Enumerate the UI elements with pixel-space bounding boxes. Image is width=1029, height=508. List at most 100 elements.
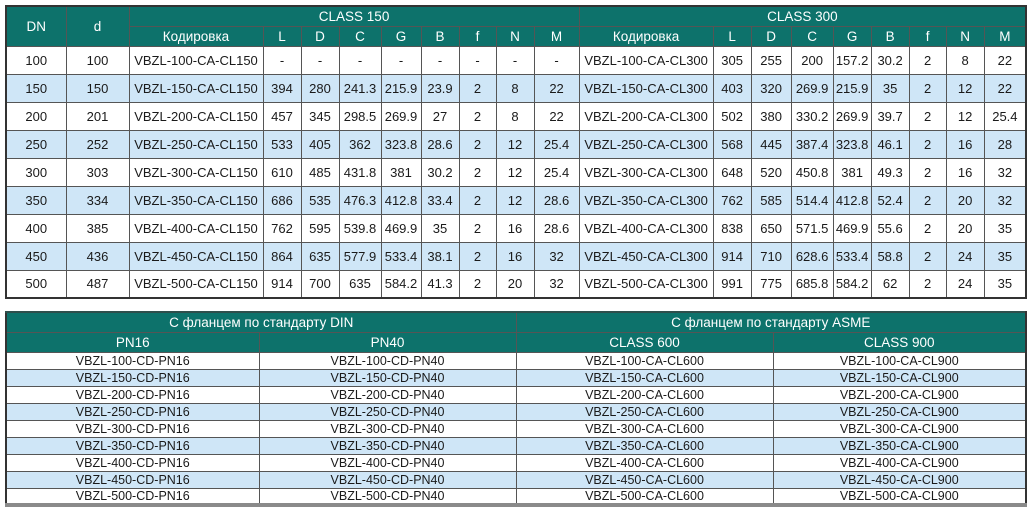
dn-cell: 450 [5,241,67,271]
dim-cell: 686 [262,185,302,215]
dim-cell: 20 [945,185,985,215]
col-header-G-300: G [832,25,872,47]
dim-cell: 2 [458,157,497,187]
code-cell: VBZL-300-CA-CL600 [515,419,774,438]
table-row: 100 100 VBZL-100-CA-CL150- - - - - - - - VBZL-100-… [5,45,1027,75]
col-header-class600: CLASS 600 [515,331,774,353]
code-cell: VBZL-100-CD-PN40 [258,351,517,370]
dim-cell: 32 [533,241,580,271]
dim-cell: 431.8 [338,157,382,187]
dim-cell: 49.3 [870,157,910,187]
dim-cell: 30.2 [420,157,460,187]
code-cell: VBZL-150-CA-CL600 [515,368,774,387]
dim-cell: 838 [712,213,752,243]
table-row: 300 303 VBZL-300-CA-CL150 610 485 431.8 381 30.… [5,157,1027,187]
code-cell: VBZL-150-CA-CL900 [772,368,1027,387]
col-header-L-150: L [262,25,302,47]
dim-cell: 28 [983,129,1027,159]
dim-cell: 991 [712,269,752,299]
col-header-D-150: D [300,25,340,47]
code-cell: VBZL-250-CA-CL150 [128,129,264,159]
dim-cell: 35 [870,73,910,103]
dim-cell: 539.8 [338,213,382,243]
dim-cell: 762 [262,213,302,243]
code-cell: VBZL-300-CA-CL300 [578,157,714,187]
dim-cell: 2 [908,101,947,131]
code-cell: VBZL-350-CA-CL900 [772,436,1027,455]
code-cell: VBZL-450-CA-CL900 [772,470,1027,489]
dim-cell: 24 [945,269,985,299]
d-cell: 150 [65,73,130,103]
dim-cell: 2 [908,157,947,187]
col-header-class900: CLASS 900 [772,331,1027,353]
col-header-code-150: Кодировка [128,25,264,47]
dim-cell: 28.6 [533,185,580,215]
dim-cell: - [338,45,382,75]
dim-cell: 457 [262,101,302,131]
dim-cell: 485 [300,157,340,187]
code-cell: VBZL-500-CA-CL900 [772,487,1027,506]
group-header-class150: CLASS 150 [128,5,580,27]
table-row: VBZL-300-CD-PN16 VBZL-300-CD-PN40 VBZL-300… [5,419,1027,438]
col-header-C-300: C [790,25,834,47]
d-cell: 436 [65,241,130,271]
col-header-pn40: PN40 [258,331,517,353]
code-cell: VBZL-150-CD-PN16 [5,368,260,387]
col-header-d: d [65,5,130,47]
table-row: 350 334 VBZL-350-CA-CL150 686 535 476.3 412.8 3… [5,185,1027,215]
dn-cell: 400 [5,213,67,243]
code-cell: VBZL-100-CA-CL600 [515,351,774,370]
code-cell: VBZL-400-CA-CL300 [578,213,714,243]
dim-cell: 2 [458,73,497,103]
dim-cell: 41.3 [420,269,460,299]
dim-cell: 535 [300,185,340,215]
code-cell: VBZL-400-CD-PN16 [5,453,260,472]
dim-cell: 2 [908,45,947,75]
code-cell: VBZL-200-CA-CL600 [515,385,774,404]
col-header-L-300: L [712,25,752,47]
dim-cell: 269.9 [380,101,422,131]
dim-cell: 20 [945,213,985,243]
flange-table-body: VBZL-100-CD-PN16 VBZL-100-CD-PN40 VBZL-100… [5,351,1027,506]
dim-cell: 8 [495,101,535,131]
code-cell: VBZL-100-CD-PN16 [5,351,260,370]
dimensions-table-body: 100 100 VBZL-100-CA-CL150- - - - - - - - VBZL-100-… [5,45,1027,299]
col-header-N-300: N [945,25,985,47]
code-cell: VBZL-500-CD-PN16 [5,487,260,506]
code-cell: VBZL-350-CA-CL300 [578,185,714,215]
dim-cell: 12 [945,73,985,103]
code-cell: VBZL-200-CA-CL300 [578,101,714,131]
dim-cell: 387.4 [790,129,834,159]
dim-cell: 22 [983,73,1027,103]
col-header-C-150: C [338,25,382,47]
dim-cell: 650 [750,213,792,243]
dim-cell: 2 [908,129,947,159]
dim-cell: 323.8 [380,129,422,159]
d-cell: 334 [65,185,130,215]
dim-cell: 685.8 [790,269,834,299]
table-row: 200 201 VBZL-200-CA-CL150 457 345 298.5 269.9 2… [5,101,1027,131]
code-cell: VBZL-200-CD-PN16 [5,385,260,404]
dim-cell: 16 [945,129,985,159]
dim-cell: 2 [458,185,497,215]
dim-cell: 215.9 [380,73,422,103]
code-cell: VBZL-250-CA-CL300 [578,129,714,159]
dim-cell: 25.4 [983,101,1027,131]
dim-cell: 22 [533,101,580,131]
dim-cell: 2 [908,185,947,215]
dim-cell: 157.2 [832,45,872,75]
col-header-M-300: M [983,25,1027,47]
d-cell: 487 [65,269,130,299]
code-cell: VBZL-250-CA-CL900 [772,402,1027,421]
dimensions-table-header: DN d CLASS 150 CLASS 300 Кодировка L D C… [5,5,1027,47]
table-row: VBZL-400-CD-PN16 VBZL-400-CD-PN40 VBZL-400… [5,453,1027,472]
d-cell: 252 [65,129,130,159]
table-row: 250 252 VBZL-250-CA-CL150 533 405 362 323.8 28.… [5,129,1027,159]
code-cell: VBZL-350-CD-PN16 [5,436,260,455]
dim-cell: 330.2 [790,101,834,131]
dim-cell: 345 [300,101,340,131]
code-cell: VBZL-400-CA-CL900 [772,453,1027,472]
table-row: 450 436 VBZL-450-CA-CL150 864 635 577.9 533.4 3… [5,241,1027,271]
code-cell: VBZL-400-CA-CL600 [515,453,774,472]
dim-cell: 568 [712,129,752,159]
